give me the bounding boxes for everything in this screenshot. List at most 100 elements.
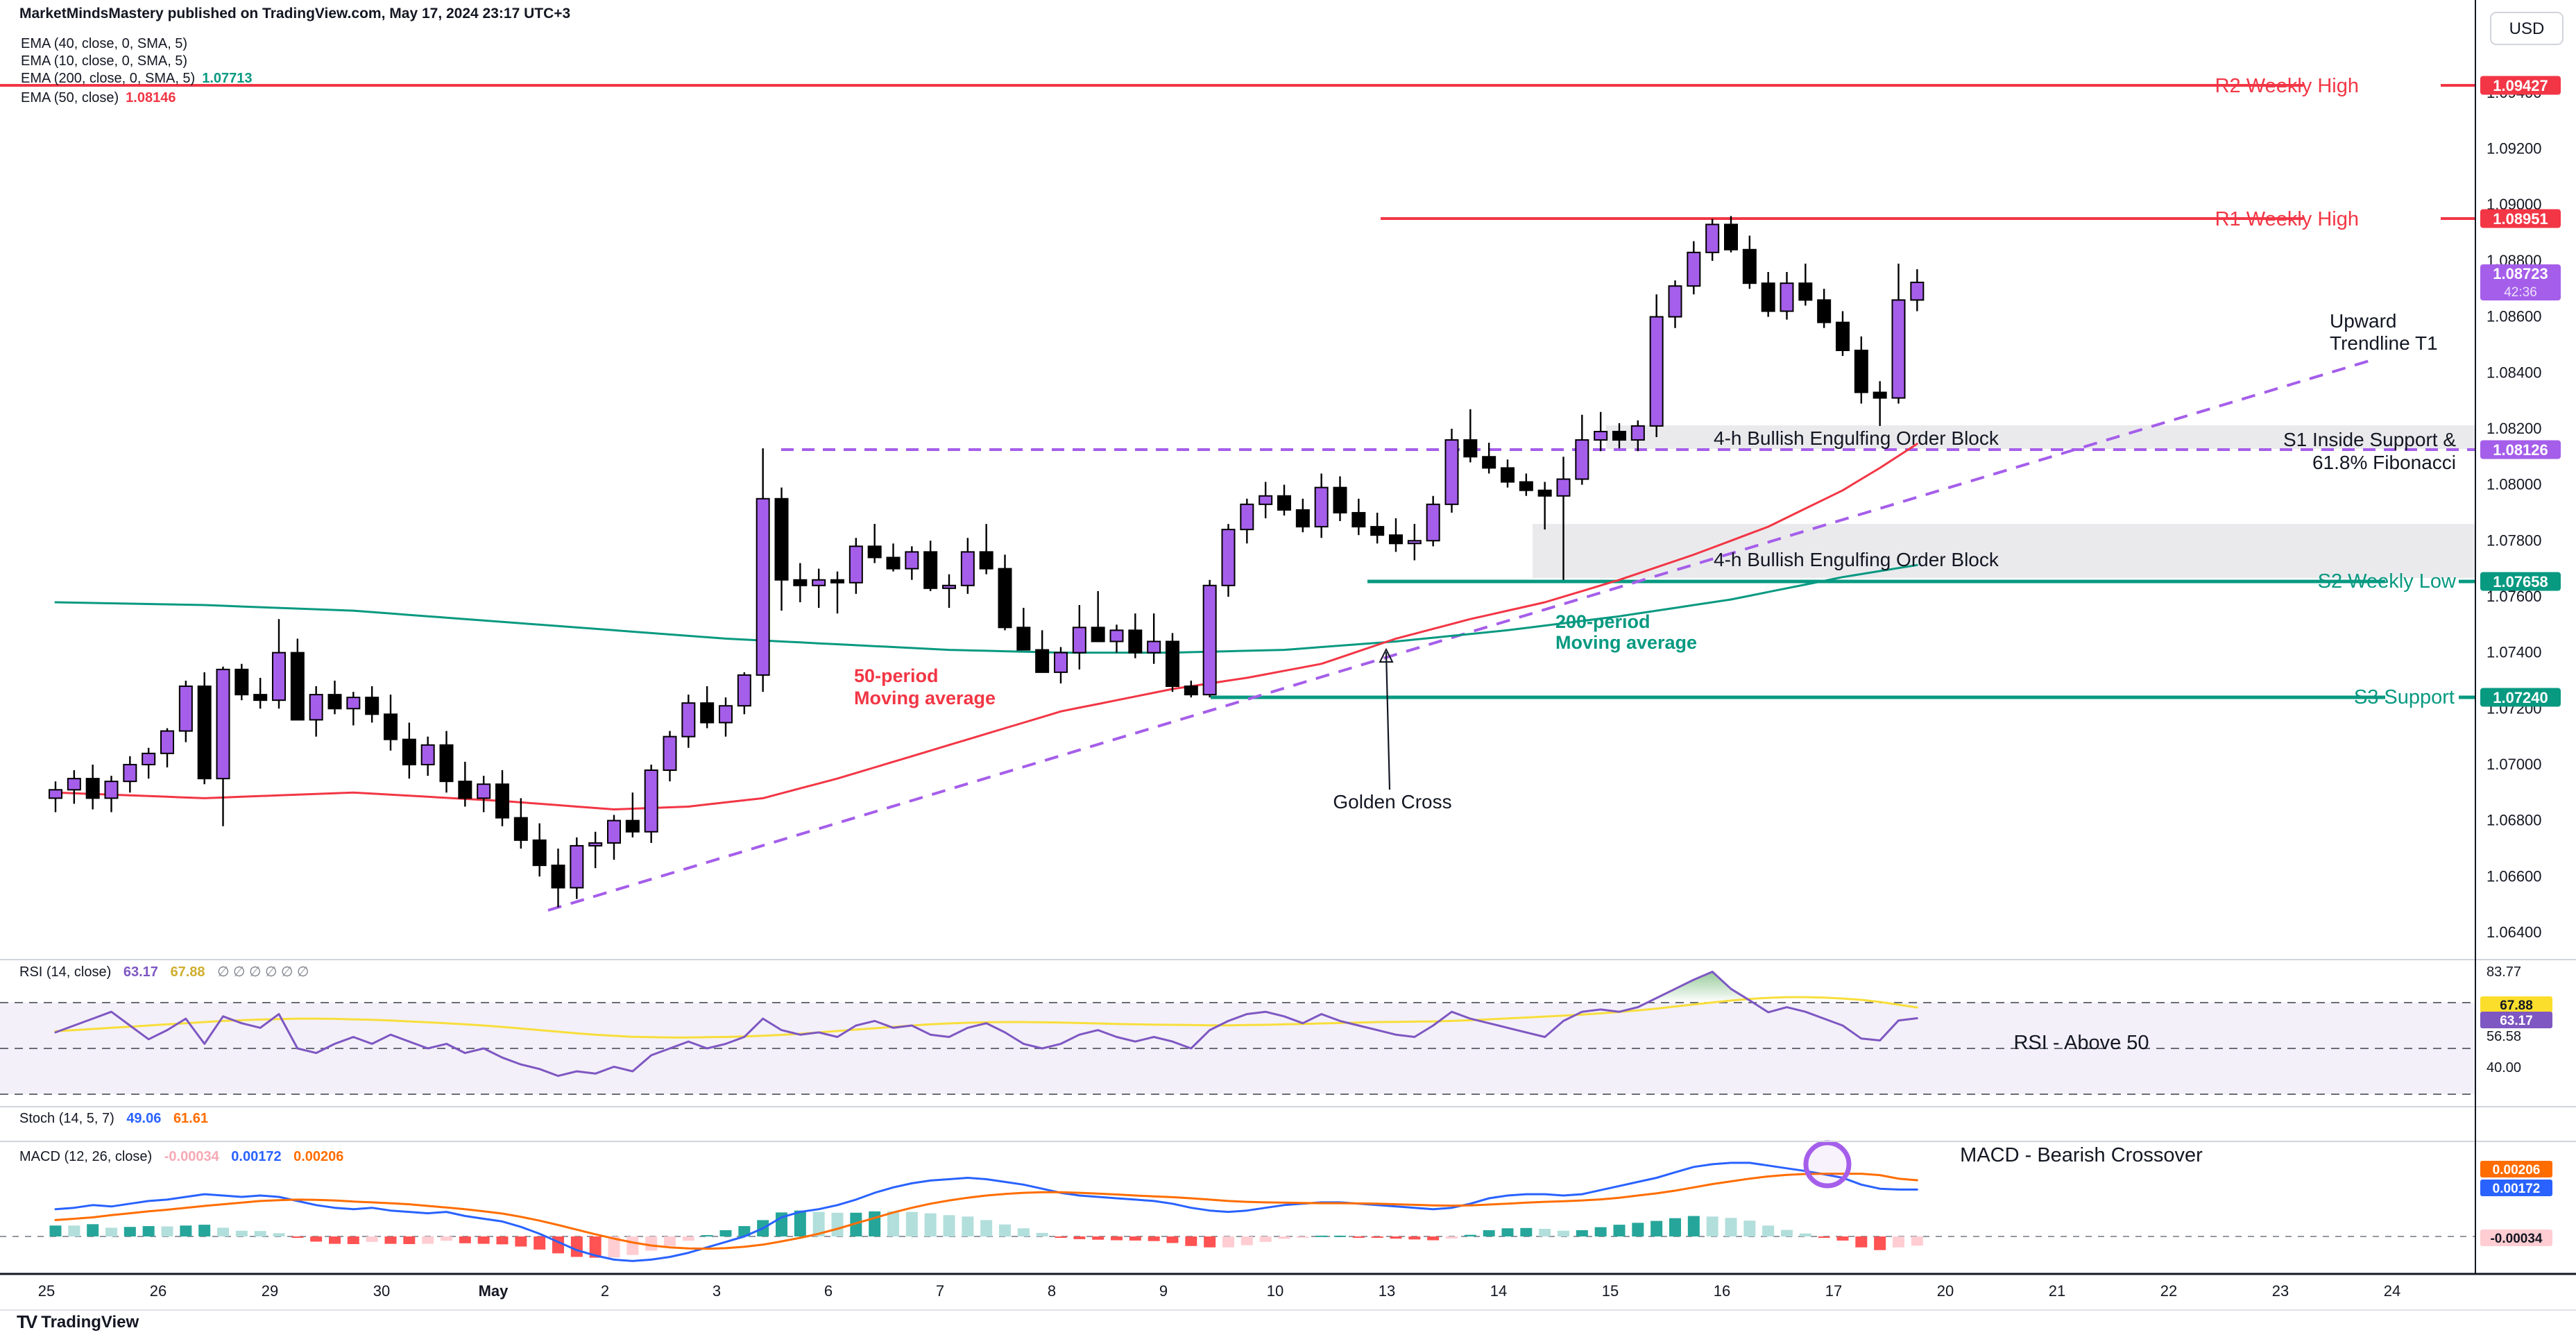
order-block-lower-label[interactable]: 4-h Bullish Engulfing Order Block xyxy=(1714,549,1999,570)
bear-candle xyxy=(1519,481,1533,491)
price-tick[interactable]: 1.08000 xyxy=(2487,476,2542,493)
price-tick[interactable]: 1.09200 xyxy=(2487,140,2542,158)
golden-cross-label[interactable]: Golden Cross xyxy=(1333,791,1451,813)
macd-hist-bar xyxy=(1352,1236,1365,1238)
time-label-20[interactable]: 20 xyxy=(1937,1282,1954,1300)
bear-candle xyxy=(1817,299,1832,323)
time-label-13[interactable]: 13 xyxy=(1379,1282,1395,1300)
candlesticks[interactable] xyxy=(49,216,1925,908)
time-label-7[interactable]: 7 xyxy=(936,1282,944,1300)
time-label-2[interactable]: 2 xyxy=(601,1282,609,1300)
price-tick[interactable]: 1.08400 xyxy=(2487,364,2542,381)
ema200-label-2[interactable]: Moving average xyxy=(1555,632,1697,653)
time-label-30[interactable]: 30 xyxy=(373,1282,390,1300)
time-label-3[interactable]: 3 xyxy=(713,1282,721,1300)
macd-legend[interactable]: MACD (12, 26, close) -0.00034 0.00172 0.… xyxy=(19,1149,343,1165)
price-tick[interactable]: 1.06400 xyxy=(2487,924,2542,941)
trendline-label-2[interactable]: Trendline T1 xyxy=(2330,332,2438,354)
legend-ema40[interactable]: EMA (40, close, 0, SMA, 5) xyxy=(21,36,187,52)
bull-candle xyxy=(1147,640,1161,654)
macd-hist-bar xyxy=(1874,1236,1886,1250)
s2-label[interactable]: S2 Weekly Low xyxy=(2318,570,2457,593)
ema50-label-1[interactable]: 50-period xyxy=(854,665,939,686)
macd-hist-bar xyxy=(850,1212,862,1236)
time-label-8[interactable]: 8 xyxy=(1048,1282,1056,1300)
bull-candle xyxy=(756,497,770,676)
time-label-25[interactable]: 25 xyxy=(38,1282,55,1300)
time-label-10[interactable]: 10 xyxy=(1267,1282,1283,1300)
macd-hist-bar xyxy=(943,1215,955,1236)
macd-hist-bar xyxy=(1706,1216,1718,1236)
time-label-May[interactable]: May xyxy=(479,1282,509,1300)
s1-label-2[interactable]: 61.8% Fibonacci xyxy=(2312,452,2456,473)
lower-order-block[interactable] xyxy=(1533,524,2475,578)
r2-label[interactable]: R2 Weekly High xyxy=(2215,75,2359,97)
macd-hist-bar xyxy=(1725,1218,1737,1236)
bearish-crossover-circle[interactable] xyxy=(1803,1140,1852,1189)
bull-candle xyxy=(178,686,193,732)
time-label-21[interactable]: 21 xyxy=(2049,1282,2065,1300)
time-label-16[interactable]: 16 xyxy=(1714,1282,1730,1300)
rsi-legend[interactable]: RSI (14, close) 63.17 67.88 ∅ ∅ ∅ ∅ ∅ ∅ xyxy=(19,963,309,980)
time-label-26[interactable]: 26 xyxy=(150,1282,167,1300)
time-label-22[interactable]: 22 xyxy=(2160,1282,2177,1300)
time-label-15[interactable]: 15 xyxy=(1602,1282,1619,1300)
time-label-24[interactable]: 24 xyxy=(2384,1282,2400,1300)
price-tick[interactable]: 1.07800 xyxy=(2487,531,2542,549)
macd-hist-bar xyxy=(123,1227,136,1236)
time-label-29[interactable]: 29 xyxy=(262,1282,278,1300)
currency-selector[interactable] xyxy=(2490,12,2564,45)
ema50-label-2[interactable]: Moving average xyxy=(854,688,996,708)
trendline-label-1[interactable]: Upward xyxy=(2330,310,2396,332)
bull-candle xyxy=(1407,540,1422,545)
macd-note-label[interactable]: MACD - Bearish Crossover xyxy=(1960,1144,2203,1166)
price-tick[interactable]: 1.07000 xyxy=(2487,756,2542,773)
time-label-14[interactable]: 14 xyxy=(1490,1282,1507,1300)
bull-candle xyxy=(420,744,435,765)
legend-ema40-label: EMA (40, close, 0, SMA, 5) xyxy=(21,36,188,51)
macd-hist-bar xyxy=(980,1220,993,1236)
bull-candle xyxy=(1649,316,1664,427)
bull-candle xyxy=(67,778,81,791)
stoch-legend[interactable]: Stoch (14, 5, 7) 49.06 61.61 xyxy=(19,1111,208,1127)
price-tick[interactable]: 1.08200 xyxy=(2487,420,2542,437)
macd-legend-label: MACD (12, 26, close) xyxy=(19,1149,153,1164)
price-tick[interactable]: 1.08600 xyxy=(2487,308,2542,325)
legend-ema10[interactable]: EMA (10, close, 0, SMA, 5) xyxy=(21,53,187,69)
r1-label[interactable]: R1 Weekly High xyxy=(2215,208,2359,230)
rsi-tick[interactable]: 83.77 xyxy=(2487,964,2521,980)
rsi-tick[interactable]: 56.58 xyxy=(2487,1029,2521,1044)
rsi-note-label[interactable]: RSI - Above 50 xyxy=(2013,1032,2149,1054)
bear-candle xyxy=(1184,686,1198,696)
time-label-23[interactable]: 23 xyxy=(2272,1282,2289,1300)
bear-candle xyxy=(1761,282,1775,312)
bear-candle xyxy=(1482,456,1496,469)
time-label-17[interactable]: 17 xyxy=(1825,1282,1842,1300)
time-label-9[interactable]: 9 xyxy=(1159,1282,1168,1300)
price-tick[interactable]: 1.06800 xyxy=(2487,812,2542,829)
macd-hist-bar xyxy=(1762,1225,1775,1236)
rsi-tick[interactable]: 40.00 xyxy=(2487,1060,2521,1075)
macd-hist-bar xyxy=(924,1213,937,1236)
price-tick[interactable]: 1.07400 xyxy=(2487,644,2542,661)
legend-ema50[interactable]: EMA (50, close) 1.08146 xyxy=(21,90,176,106)
upper-order-block[interactable] xyxy=(1606,425,2475,449)
r2-badge-text: 1.09427 xyxy=(2493,77,2548,94)
currency-label[interactable]: USD xyxy=(2509,19,2545,38)
bear-candle xyxy=(1612,430,1626,441)
legend-ema50-label: EMA (50, close) xyxy=(21,90,119,105)
macd-signal-badge xyxy=(2480,1161,2552,1177)
time-label-6[interactable]: 6 xyxy=(824,1282,833,1300)
legend-ema200[interactable]: EMA (200, close, 0, SMA, 5) 1.07713 xyxy=(21,71,253,87)
s3-label[interactable]: S3 Support xyxy=(2354,686,2455,708)
s3-badge xyxy=(2480,688,2561,707)
tradingview-logo[interactable]: TV TradingView xyxy=(17,1311,139,1333)
ema200-label-1[interactable]: 200-period xyxy=(1555,611,1650,632)
bull-candle xyxy=(1314,486,1329,528)
price-tick[interactable]: 1.06600 xyxy=(2487,867,2542,885)
order-block-upper-label[interactable]: 4-h Bullish Engulfing Order Block xyxy=(1714,427,1999,449)
bear-candle xyxy=(1333,486,1347,513)
golden-cross-arrow[interactable] xyxy=(1385,652,1391,790)
s1-label-1[interactable]: S1 Inside Support & xyxy=(2283,429,2456,450)
